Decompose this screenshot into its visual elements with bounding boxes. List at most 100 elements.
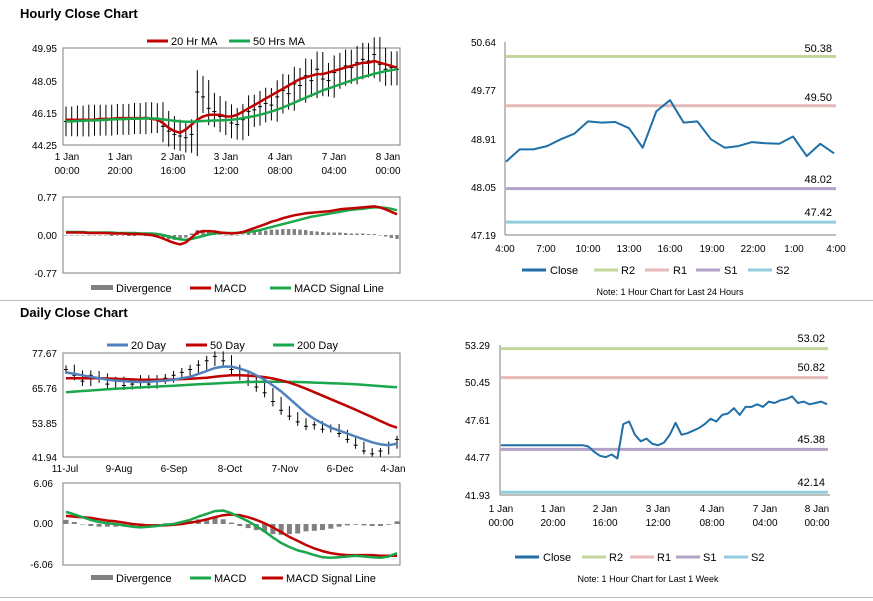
ma50-line [66, 67, 398, 123]
divergence-bar [309, 231, 314, 235]
legend-label-divergence: Divergence [116, 283, 172, 295]
bottom-divider [0, 597, 873, 598]
divergence-bar [378, 524, 383, 526]
x-tick-time: 04:00 [752, 518, 777, 529]
divergence-bar [161, 235, 165, 239]
divergence-bar [80, 524, 86, 525]
divergence-bar [81, 235, 85, 236]
divergence-bar [75, 235, 80, 236]
x-tick-label: 9-Aug [106, 464, 133, 475]
divergence-bar [204, 518, 210, 524]
divergence-bar [270, 524, 276, 535]
divergence-bar [343, 233, 348, 235]
divergence-bar [264, 230, 268, 235]
legend-label-signal: MACD Signal Line [286, 573, 376, 585]
signal-line [65, 513, 397, 558]
legend-swatch-divergence [91, 575, 113, 580]
y-tick-label: 44.77 [465, 453, 490, 464]
y-tick-label: -6.06 [30, 560, 53, 571]
divergence-bar [298, 229, 302, 235]
r2-level-label: 53.02 [797, 333, 825, 345]
divergence-bar [88, 524, 94, 526]
y-tick-label: 47.19 [471, 231, 496, 242]
y-tick-label: 0.77 [38, 193, 58, 204]
divergence-bar [281, 229, 285, 235]
divergence-bar [113, 524, 119, 527]
divergence-bar [286, 229, 291, 235]
x-tick-date: 7 Jan [322, 152, 346, 163]
hourly-price-y-axis: 49.95 48.05 46.15 44.25 [32, 44, 57, 152]
x-tick-date: 4 Jan [268, 152, 292, 163]
divergence-bar [361, 233, 365, 235]
daily-macd-legend: Divergence MACD MACD Signal Line [91, 573, 376, 585]
x-tick-time: 16:00 [160, 166, 185, 177]
divergence-bar [378, 235, 382, 236]
divergence-bar [269, 229, 274, 235]
divergence-bar [304, 230, 308, 235]
y-tick-label: 44.25 [32, 141, 57, 152]
divergence-bar [326, 232, 331, 235]
section-divider [0, 300, 873, 301]
divergence-bar [338, 232, 342, 235]
y-tick-label: 49.77 [471, 86, 496, 97]
legend-label-s1: S1 [724, 265, 737, 277]
s2-level-label: 42.14 [797, 477, 825, 489]
divergence-bar [361, 524, 367, 526]
y-tick-label: 47.61 [465, 416, 490, 427]
r2-level-label: 50.38 [804, 43, 832, 55]
divergence-bar [212, 517, 218, 524]
x-tick-time: 12:00 [213, 166, 238, 177]
hourly-price-x-axis: 1 Jan 00:00 1 Jan 20:00 2 Jan 16:00 3 Ja… [54, 152, 400, 177]
divergence-bar [320, 524, 325, 531]
x-tick-time: 20:00 [107, 166, 132, 177]
divergence-bar [258, 231, 262, 235]
hourly-price-legend: 20 Hr MA 50 Hrs MA [147, 36, 306, 48]
legend-label-r1: R1 [657, 552, 671, 564]
s1-level-label: 45.38 [797, 434, 825, 446]
divergence-bar [64, 235, 68, 236]
divergence-bar [71, 522, 77, 524]
divergence-bar [129, 524, 135, 527]
divergence-bar [252, 232, 256, 235]
divergence-bar [229, 235, 234, 236]
daily-macd-plot-area [62, 482, 401, 566]
divergence-bar [220, 519, 226, 524]
divergence-bar [353, 524, 359, 525]
divergence-bar [109, 235, 114, 236]
divergence-bar [275, 229, 279, 235]
r1-level-label: 49.50 [804, 92, 832, 104]
ma200-line [65, 380, 398, 394]
y-tick-label: 6.06 [34, 479, 54, 490]
divergence-bar [132, 235, 137, 236]
divergence-bar [184, 235, 188, 238]
divergence-bar [355, 233, 359, 235]
y-tick-label: 53.29 [465, 341, 490, 352]
legend-label-s1: S1 [703, 552, 716, 564]
x-tick-date: 8 Jan [376, 152, 400, 163]
divergence-bar [321, 232, 325, 235]
x-tick-date: 1 Jan [489, 504, 513, 515]
close-line [505, 99, 835, 163]
ma20-line [65, 365, 398, 447]
daily-price-plot-area [62, 352, 401, 458]
y-tick-label: 48.05 [471, 183, 496, 194]
x-tick-date: 1 Jan [55, 152, 79, 163]
x-tick-time: 08:00 [699, 518, 724, 529]
x-tick-label: 19:00 [699, 244, 724, 255]
y-tick-label: 77.67 [32, 349, 57, 360]
x-tick-label: 13:00 [616, 244, 641, 255]
divergence-bar [70, 235, 74, 236]
hourly-24h-legend: Close R2 R1 S1 S2 [522, 265, 789, 277]
x-tick-label: 7-Nov [272, 464, 299, 475]
x-tick-time: 16:00 [592, 518, 617, 529]
daily-price-legend: 20 Day 50 Day 200 Day [107, 340, 338, 352]
hourly-macd-series [64, 205, 399, 246]
daily-macd-chart: 6.06 0.00 -6.06 Divergence MACD MACD Sig… [30, 479, 401, 585]
divergence-bar [295, 524, 301, 534]
y-tick-label: 41.93 [465, 491, 490, 502]
legend-label-20-day: 20 Day [131, 340, 166, 352]
divergence-bar [278, 524, 284, 535]
x-tick-date: 3 Jan [646, 504, 670, 515]
y-tick-label: 41.94 [32, 453, 57, 464]
x-tick-date: 1 Jan [108, 152, 132, 163]
